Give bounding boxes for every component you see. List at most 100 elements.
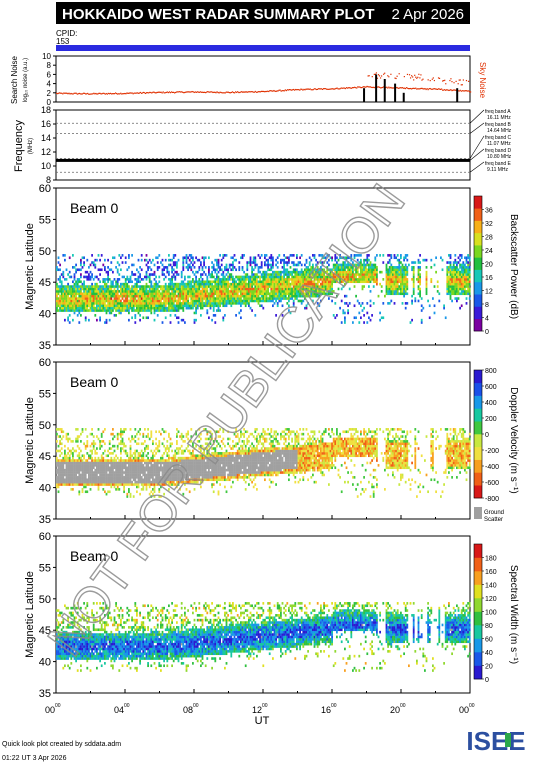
search-noise-point — [283, 90, 285, 92]
data-cell — [382, 261, 385, 264]
data-cell — [115, 473, 117, 477]
data-cell — [139, 428, 141, 431]
data-cell — [259, 270, 261, 274]
data-cell — [80, 261, 82, 264]
data-cell — [145, 468, 148, 472]
data-cell — [267, 297, 269, 300]
data-cell — [108, 285, 111, 288]
sky-noise-point — [420, 74, 422, 76]
data-cell — [65, 306, 68, 310]
data-cell — [57, 290, 60, 293]
data-cell — [308, 273, 311, 276]
data-cell — [78, 456, 81, 460]
data-cell — [348, 275, 351, 279]
data-cell — [168, 273, 170, 276]
data-cell — [372, 278, 375, 281]
data-cell — [147, 432, 149, 436]
data-cell — [192, 256, 194, 260]
data-cell — [363, 266, 365, 269]
data-cell — [214, 278, 217, 281]
data-cell — [107, 287, 109, 291]
data-cell — [211, 266, 213, 269]
data-cell — [318, 292, 321, 296]
sky-noise-point — [455, 80, 457, 82]
data-cell — [75, 297, 77, 300]
search-noise-point — [353, 87, 355, 89]
data-cell — [257, 297, 260, 300]
data-cell — [286, 268, 289, 272]
data-cell — [104, 292, 106, 296]
search-noise-point — [358, 86, 360, 88]
data-cell — [177, 316, 180, 320]
noise-ytick-label: 0 — [47, 98, 52, 107]
data-cell — [284, 292, 287, 296]
data-cell — [187, 256, 189, 260]
data-cell — [320, 261, 322, 264]
data-cell — [204, 256, 207, 260]
data-cell — [347, 311, 349, 315]
data-cell — [304, 273, 306, 276]
data-cell — [246, 263, 249, 267]
data-cell — [305, 290, 308, 293]
data-cell — [102, 452, 105, 455]
data-cell — [452, 263, 455, 267]
data-cell — [132, 297, 135, 300]
data-cell — [136, 287, 138, 291]
data-cell — [315, 292, 317, 296]
search-noise-point — [429, 87, 431, 90]
data-cell — [104, 297, 106, 300]
data-cell — [320, 273, 322, 276]
search-noise-point — [159, 91, 161, 93]
data-cell — [318, 254, 321, 257]
data-cell — [105, 476, 108, 479]
data-cell — [243, 270, 245, 274]
data-cell — [222, 280, 225, 284]
data-cell — [144, 466, 146, 470]
data-cell — [123, 459, 125, 462]
data-cell — [78, 287, 81, 291]
data-cell — [83, 461, 85, 465]
data-cell — [116, 435, 119, 438]
data-cell — [230, 268, 233, 272]
data-cell — [100, 480, 103, 484]
data-cell — [73, 282, 76, 286]
data-cell — [144, 440, 146, 443]
data-cell — [72, 318, 74, 322]
data-cell — [448, 285, 450, 288]
data-cell — [385, 270, 388, 274]
data-cell — [209, 297, 212, 300]
data-cell — [132, 263, 135, 267]
data-cell — [316, 292, 319, 296]
data-cell — [329, 285, 332, 288]
data-cell — [198, 282, 201, 286]
data-cell — [172, 256, 175, 260]
data-cell — [336, 294, 338, 298]
data-cell — [401, 273, 404, 276]
data-cell — [203, 290, 205, 293]
search-noise-point — [388, 86, 390, 88]
data-cell — [320, 254, 322, 257]
data-cell — [318, 287, 321, 291]
search-noise-point — [173, 92, 176, 94]
data-cell — [64, 473, 66, 477]
data-cell — [83, 261, 85, 264]
search-noise-point — [134, 92, 136, 94]
data-cell — [304, 285, 306, 288]
search-noise-point — [236, 91, 238, 94]
data-cell — [112, 432, 114, 436]
data-cell — [395, 256, 397, 260]
search-noise-point — [86, 93, 88, 95]
data-cell — [347, 263, 349, 267]
data-cell — [446, 285, 449, 288]
data-cell — [305, 282, 308, 286]
data-cell — [376, 268, 378, 272]
data-cell — [331, 275, 333, 279]
data-cell — [118, 311, 121, 315]
search-noise-point — [177, 91, 179, 93]
data-cell — [96, 483, 98, 486]
data-cell — [254, 256, 257, 260]
data-cell — [169, 285, 172, 288]
sky-noise-point — [429, 80, 431, 82]
data-cell — [68, 466, 71, 470]
data-cell — [144, 306, 146, 310]
